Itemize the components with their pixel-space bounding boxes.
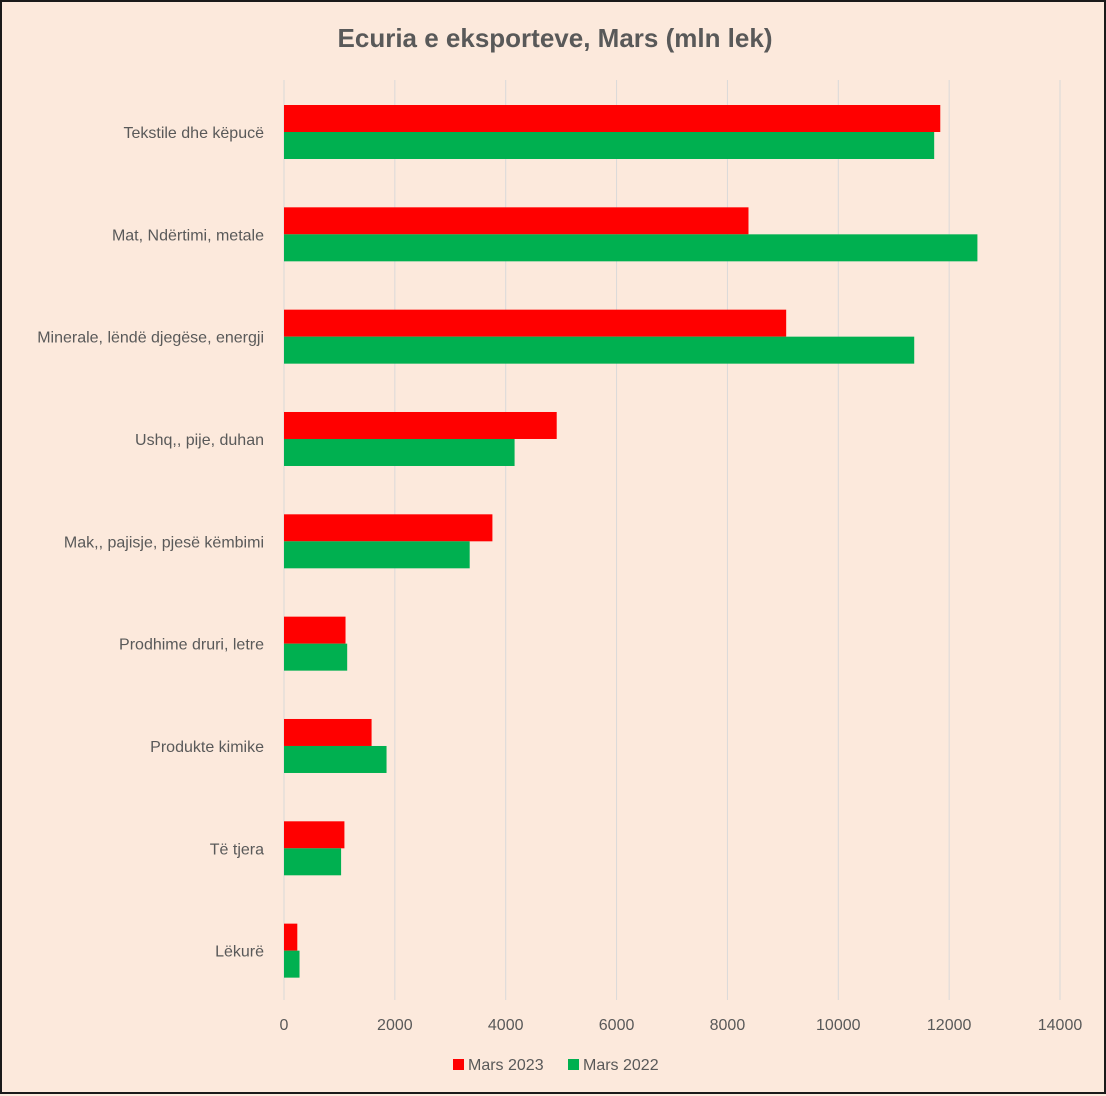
category-label: Produkte kimike (150, 739, 264, 756)
category-label: Prodhime druri, letre (119, 637, 264, 654)
x-tick-label: 8000 (710, 1017, 746, 1034)
bar-mars-2023 (284, 105, 941, 132)
x-tick-label: 10000 (816, 1017, 861, 1034)
bar-mars-2022 (284, 745, 387, 773)
legend-swatch-mars-2022 (568, 1059, 579, 1070)
bar-mars-2023 (284, 411, 557, 439)
chart-title: Ecuria e eksporteve, Mars (mln lek) (338, 23, 773, 53)
category-label: Të tjera (210, 841, 264, 858)
bar-mars-2023 (284, 514, 493, 542)
legend-swatch-mars-2023 (453, 1059, 464, 1070)
category-label: Mak,, pajisje, pjesë këmbimi (64, 534, 264, 551)
bar-mars-2023 (284, 718, 372, 746)
category-labels: Tekstile dhe këpucë Mat, Ndërtimi, metale… (37, 125, 264, 961)
legend-label-mars-2022: Mars 2022 (583, 1057, 659, 1074)
legend: Mars 2023 Mars 2022 (453, 1057, 659, 1074)
x-axis-ticks: 0 2000 4000 6000 8000 10000 12000 14000 (280, 1017, 1083, 1034)
bars (284, 105, 978, 978)
x-tick-label: 14000 (1038, 1017, 1083, 1034)
bar-mars-2023 (284, 616, 346, 644)
category-label: Mat, Ndërtimi, metale (112, 227, 264, 244)
bar-mars-2022 (284, 234, 978, 262)
bar-mars-2022 (284, 848, 342, 876)
bar-mars-2023 (284, 309, 787, 337)
bar-mars-2022 (284, 438, 515, 466)
bar-mars-2022 (284, 541, 470, 569)
bar-mars-2022 (284, 643, 348, 671)
category-label: Ushq,, pije, duhan (135, 432, 264, 449)
legend-label-mars-2023: Mars 2023 (468, 1057, 544, 1074)
category-label: Minerale, lëndë djegëse, energji (37, 330, 264, 347)
category-label: Lëkurë (215, 944, 264, 961)
category-label: Tekstile dhe këpucë (123, 125, 264, 142)
x-tick-label: 12000 (927, 1017, 972, 1034)
bar-mars-2023 (284, 207, 749, 235)
bar-mars-2023 (284, 923, 298, 951)
x-tick-label: 6000 (599, 1017, 635, 1034)
x-tick-label: 4000 (488, 1017, 524, 1034)
bar-mars-2022 (284, 336, 915, 364)
x-tick-label: 0 (280, 1017, 289, 1034)
bar-mars-2023 (284, 821, 345, 849)
x-tick-label: 2000 (377, 1017, 413, 1034)
bar-mars-2022 (284, 132, 935, 159)
bar-mars-2022 (284, 950, 300, 978)
